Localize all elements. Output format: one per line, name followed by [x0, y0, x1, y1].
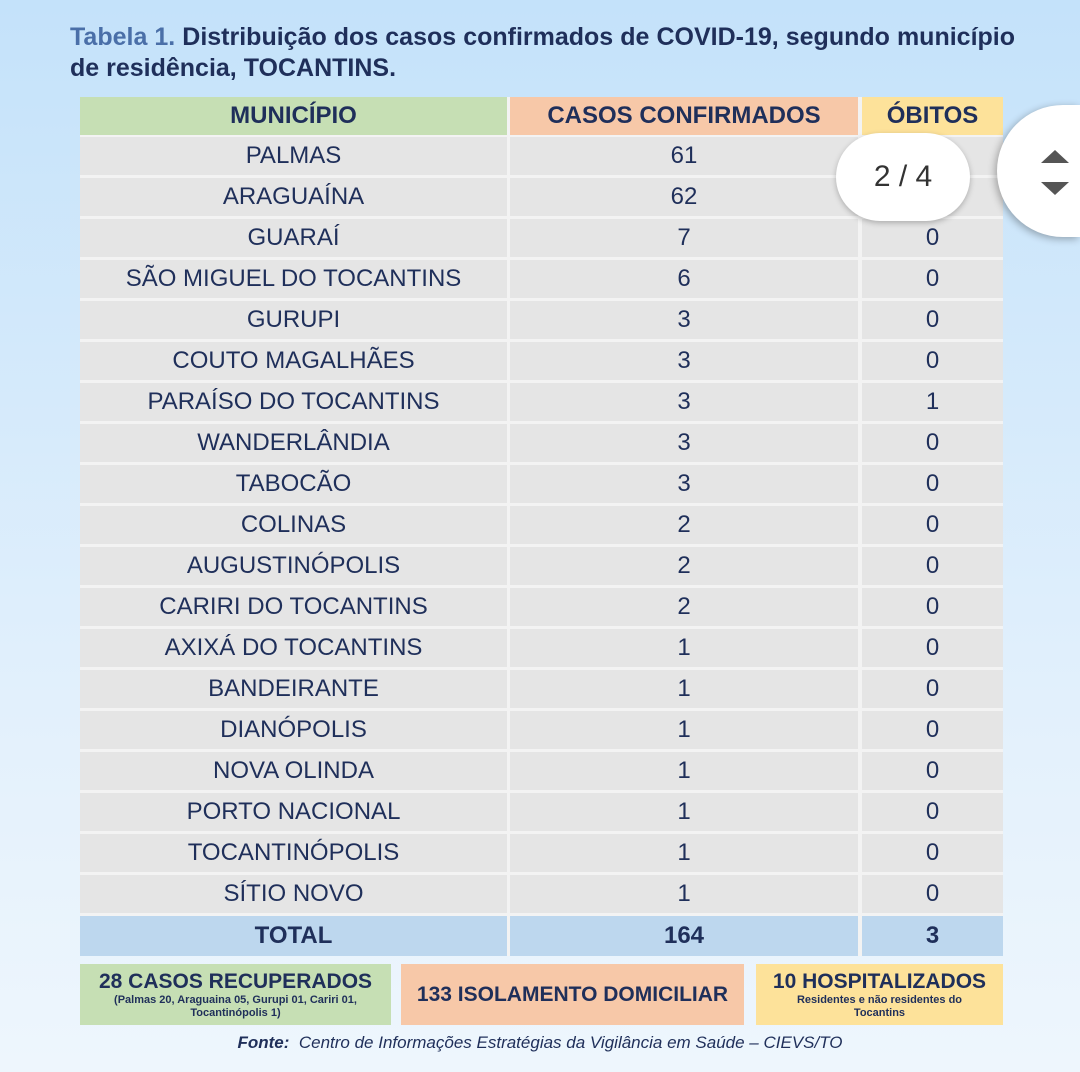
- casos-cell: 1: [507, 670, 858, 711]
- casos-cell: 3: [507, 301, 858, 342]
- table-title: Tabela 1. Distribuição dos casos confirm…: [70, 23, 1016, 82]
- municipio-cell: CARIRI DO TOCANTINS: [80, 588, 507, 629]
- casos-cell: 1: [507, 834, 858, 875]
- obitos-cell: 0: [858, 260, 1003, 301]
- total-row: TOTAL 164 3: [80, 916, 1003, 956]
- isolation-box: 133 ISOLAMENTO DOMICILIAR: [401, 964, 744, 1025]
- casos-cell: 164: [507, 916, 858, 956]
- scroll-handle[interactable]: [997, 105, 1080, 237]
- col-municipio: MUNICÍPIO: [80, 97, 507, 137]
- table-row: SÃO MIGUEL DO TOCANTINS 6 0: [80, 260, 1003, 301]
- obitos-cell: 0: [858, 301, 1003, 342]
- obitos-cell: 0: [858, 547, 1003, 588]
- table-row: WANDERLÂNDIA 3 0: [80, 424, 1003, 465]
- municipio-cell: PORTO NACIONAL: [80, 793, 507, 834]
- table-row: AUGUSTINÓPOLIS 2 0: [80, 547, 1003, 588]
- obitos-cell: 1: [858, 383, 1003, 424]
- table-row: CARIRI DO TOCANTINS 2 0: [80, 588, 1003, 629]
- table-row: AXIXÁ DO TOCANTINS 1 0: [80, 629, 1003, 670]
- municipio-cell: TOTAL: [80, 916, 507, 956]
- casos-cell: 1: [507, 629, 858, 670]
- municipio-cell: ARAGUAÍNA: [80, 178, 507, 219]
- casos-cell: 2: [507, 506, 858, 547]
- obitos-cell: 0: [858, 629, 1003, 670]
- table-row: SÍTIO NOVO 1 0: [80, 875, 1003, 916]
- obitos-cell: 0: [858, 506, 1003, 547]
- col-obitos: ÓBITOS: [858, 97, 1003, 137]
- obitos-cell: 0: [858, 834, 1003, 875]
- casos-cell: 1: [507, 793, 858, 834]
- obitos-cell: 0: [858, 670, 1003, 711]
- municipio-cell: PARAÍSO DO TOCANTINS: [80, 383, 507, 424]
- arrow-down-icon[interactable]: [1041, 182, 1069, 195]
- municipio-cell: AXIXÁ DO TOCANTINS: [80, 629, 507, 670]
- casos-cell: 7: [507, 219, 858, 260]
- municipio-cell: GUARAÍ: [80, 219, 507, 260]
- table-header: MUNICÍPIO CASOS CONFIRMADOS ÓBITOS: [80, 97, 1003, 137]
- casos-cell: 1: [507, 875, 858, 916]
- obitos-cell: 0: [858, 424, 1003, 465]
- source-note: Fonte: Centro de Informações Estratégias…: [237, 1033, 843, 1052]
- recovered-box: 28 CASOS RECUPERADOS (Palmas 20, Araguai…: [80, 964, 391, 1025]
- arrow-up-icon[interactable]: [1041, 150, 1069, 163]
- municipio-cell: TABOCÃO: [80, 465, 507, 506]
- table-row: DIANÓPOLIS 1 0: [80, 711, 1003, 752]
- obitos-cell: 0: [858, 752, 1003, 793]
- casos-cell: 61: [507, 137, 858, 178]
- municipio-cell: SÃO MIGUEL DO TOCANTINS: [80, 260, 507, 301]
- page-indicator: 2 / 4: [836, 133, 970, 221]
- obitos-cell: 0: [858, 465, 1003, 506]
- hospitalized-box: 10 HOSPITALIZADOS Residentes e não resid…: [756, 964, 1003, 1025]
- municipio-cell: NOVA OLINDA: [80, 752, 507, 793]
- municipio-cell: COLINAS: [80, 506, 507, 547]
- casos-cell: 1: [507, 752, 858, 793]
- table-row: COUTO MAGALHÃES 3 0: [80, 342, 1003, 383]
- table-row: NOVA OLINDA 1 0: [80, 752, 1003, 793]
- table-row: PARAÍSO DO TOCANTINS 3 1: [80, 383, 1003, 424]
- cases-table: MUNICÍPIO CASOS CONFIRMADOS ÓBITOS PALMA…: [80, 97, 1003, 956]
- table-row: TOCANTINÓPOLIS 1 0: [80, 834, 1003, 875]
- casos-cell: 3: [507, 383, 858, 424]
- municipio-cell: GURUPI: [80, 301, 507, 342]
- table-row: PORTO NACIONAL 1 0: [80, 793, 1003, 834]
- municipio-cell: SÍTIO NOVO: [80, 875, 507, 916]
- obitos-cell: 3: [858, 916, 1003, 956]
- obitos-cell: 0: [858, 588, 1003, 629]
- municipio-cell: AUGUSTINÓPOLIS: [80, 547, 507, 588]
- casos-cell: 3: [507, 342, 858, 383]
- casos-cell: 2: [507, 547, 858, 588]
- table-row: BANDEIRANTE 1 0: [80, 670, 1003, 711]
- casos-cell: 2: [507, 588, 858, 629]
- table-row: TABOCÃO 3 0: [80, 465, 1003, 506]
- col-casos: CASOS CONFIRMADOS: [507, 97, 858, 137]
- municipio-cell: WANDERLÂNDIA: [80, 424, 507, 465]
- casos-cell: 62: [507, 178, 858, 219]
- obitos-cell: 0: [858, 793, 1003, 834]
- casos-cell: 3: [507, 424, 858, 465]
- obitos-cell: 0: [858, 219, 1003, 260]
- obitos-cell: 0: [858, 875, 1003, 916]
- obitos-cell: 0: [858, 342, 1003, 383]
- municipio-cell: DIANÓPOLIS: [80, 711, 507, 752]
- table-row: GUARAÍ 7 0: [80, 219, 1003, 260]
- obitos-cell: 0: [858, 711, 1003, 752]
- municipio-cell: BANDEIRANTE: [80, 670, 507, 711]
- casos-cell: 6: [507, 260, 858, 301]
- table-row: COLINAS 2 0: [80, 506, 1003, 547]
- municipio-cell: PALMAS: [80, 137, 507, 178]
- casos-cell: 1: [507, 711, 858, 752]
- table-row: GURUPI 3 0: [80, 301, 1003, 342]
- casos-cell: 3: [507, 465, 858, 506]
- municipio-cell: COUTO MAGALHÃES: [80, 342, 507, 383]
- municipio-cell: TOCANTINÓPOLIS: [80, 834, 507, 875]
